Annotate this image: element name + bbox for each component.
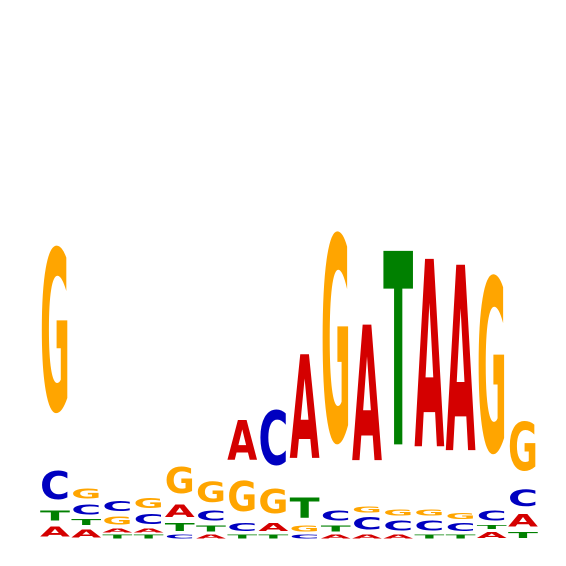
logo-letter-t: T (290, 492, 320, 524)
logo-letter-c: C (258, 398, 288, 483)
logo-letter-g: G (477, 231, 507, 508)
logo-letter-g: G (446, 511, 476, 521)
logo-letter-g: G (258, 484, 288, 522)
logo-letter-g: G (102, 515, 132, 528)
logo-letter-a: A (102, 527, 133, 534)
logo-letter-t: T (165, 521, 195, 534)
logo-letter-t: T (508, 531, 539, 540)
logo-letter-c: C (321, 509, 351, 525)
logo-letter-a: A (258, 521, 288, 534)
logo-letter-c: C (508, 486, 538, 511)
logo-letter-c: C (446, 521, 476, 534)
logo-letter-t: T (134, 534, 165, 540)
logo-letter-c: C (290, 534, 320, 540)
logo-letter-g: G (290, 524, 320, 534)
logo-letter-c: C (477, 509, 507, 525)
logo-letter-a: A (383, 534, 414, 541)
logo-letter-g: G (71, 485, 101, 501)
logo-letter-g: G (134, 495, 164, 511)
logo-letter-c: C (196, 509, 226, 525)
logo-letter-c: C (40, 464, 70, 508)
logo-letter-c: C (414, 518, 444, 534)
logo-letter-t: T (40, 508, 71, 524)
logo-letter-c: C (383, 518, 413, 534)
logo-letter-t: T (258, 534, 289, 540)
logo-letter-c: C (134, 512, 164, 528)
logo-letter-t: T (414, 534, 445, 540)
logo-letter-g: G (383, 508, 413, 518)
logo-letter-t: T (196, 524, 227, 533)
logo-letter-a: A (165, 502, 195, 521)
logo-letter-c: C (165, 534, 195, 540)
logo-letter-c: C (102, 499, 132, 515)
logo-letter-g: G (40, 206, 70, 463)
logo-letter-t: T (227, 534, 258, 540)
logo-letter-a: A (196, 534, 227, 541)
logo-letter-a: A (290, 326, 320, 492)
logo-letter-c: C (352, 515, 382, 534)
logo-letter-g: G (508, 409, 538, 486)
logo-letter-a: A (134, 527, 165, 534)
logo-letter-t: T (477, 524, 508, 530)
logo-letter-a: A (71, 527, 101, 540)
logo-letter-g: G (352, 505, 382, 515)
logo-letter-g: G (196, 476, 226, 508)
logo-letter-a: A (352, 534, 383, 541)
logo-letter-a: A (321, 534, 352, 541)
logo-letter-g: G (165, 461, 195, 502)
logo-letter-t: T (102, 534, 133, 540)
logo-letter-a: A (446, 214, 476, 510)
logo-letter-g: G (414, 508, 444, 518)
logo-letter-a: A (352, 287, 382, 504)
logo-letter-g: G (227, 474, 257, 522)
logo-letter-g: G (321, 181, 351, 508)
logo-letter-t: T (321, 524, 352, 533)
logo-letter-c: C (71, 502, 101, 518)
logo-letter-a: A (508, 512, 538, 531)
logo-letter-a: A (227, 410, 257, 473)
logo-letter-t: T (71, 518, 102, 527)
logo-letter-a: A (40, 524, 71, 540)
logo-letter-a: A (414, 209, 444, 508)
logo-letter-c: C (227, 521, 257, 534)
logo-letter-t: T (383, 197, 413, 507)
logo-letter-a: A (477, 530, 507, 540)
logo-letter-t: T (446, 534, 477, 540)
